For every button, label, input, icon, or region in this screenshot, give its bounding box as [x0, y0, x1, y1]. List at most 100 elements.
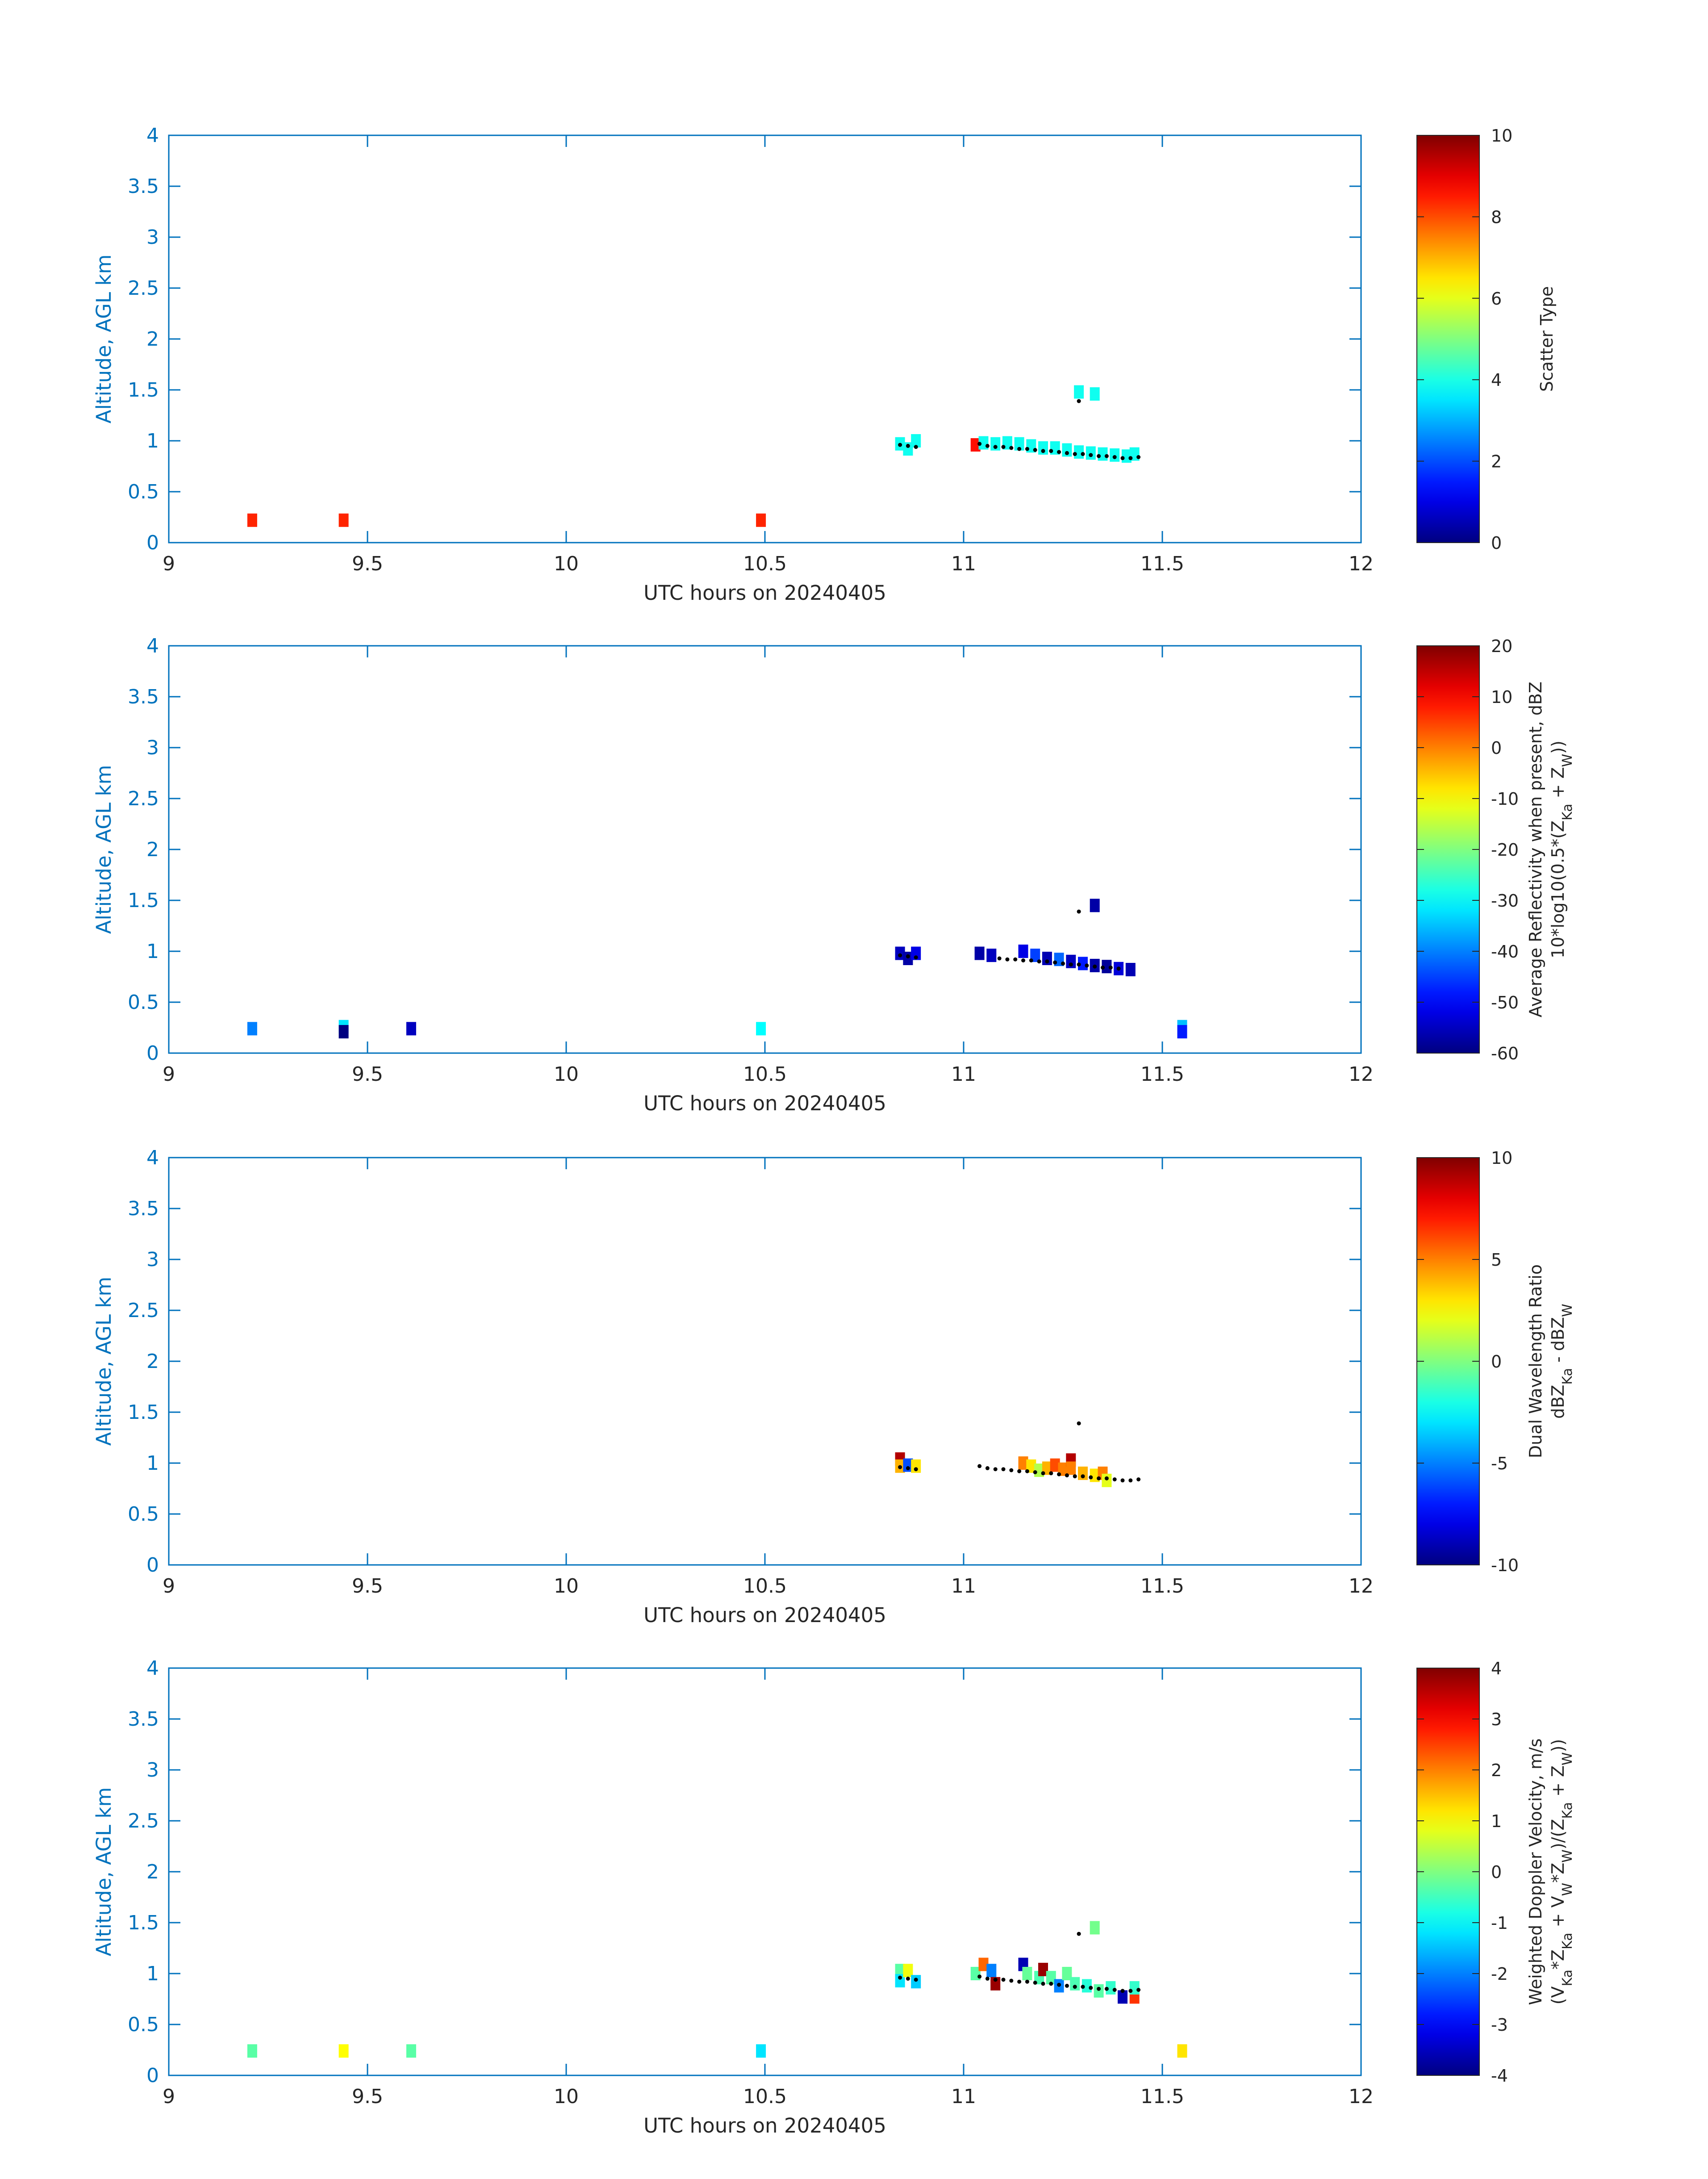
- track-point: [1001, 445, 1006, 449]
- data-cell: [1078, 957, 1088, 970]
- track-point: [1136, 1477, 1141, 1481]
- track-point: [898, 1975, 902, 1980]
- track-point: [1045, 959, 1049, 964]
- track-point: [1025, 1469, 1029, 1473]
- track-point: [1013, 957, 1018, 962]
- track-point: [1065, 451, 1069, 455]
- colorbar-tick-label: 4: [1491, 370, 1502, 390]
- x-tick-label: 12: [1349, 552, 1374, 575]
- data-cell: [1074, 445, 1084, 459]
- track-point: [993, 1978, 998, 1982]
- aircraft-track: [898, 1421, 1141, 1483]
- y-axis-label: Altitude, AGL km: [92, 1787, 116, 1957]
- x-tick-label: 9: [163, 1575, 175, 1598]
- axes-box: [168, 134, 1362, 544]
- colorbar-tick-label: 10: [1491, 1148, 1512, 1168]
- y-tick-label: 3.5: [128, 175, 159, 198]
- track-point: [1089, 1986, 1093, 1990]
- track-point: [977, 1464, 982, 1468]
- colorbar-tick-label: 3: [1491, 1710, 1502, 1729]
- y-tick-label: 4: [146, 1146, 159, 1169]
- track-point: [1057, 1982, 1061, 1987]
- x-tick-label: 12: [1349, 2085, 1374, 2108]
- track-point: [1081, 1985, 1085, 1989]
- y-tick-label: 1: [146, 1452, 159, 1475]
- y-axis-label: Altitude, AGL km: [92, 765, 116, 934]
- y-tick-label: 2.5: [128, 277, 159, 300]
- x-axis-label: UTC hours on 20240405: [643, 2114, 886, 2137]
- track-point: [1104, 454, 1109, 458]
- data-cell: [986, 1964, 997, 1978]
- data-cell: [1026, 1459, 1036, 1473]
- colorbar-tick-label: -10: [1491, 789, 1519, 809]
- colorbar-tick-label: 0: [1491, 533, 1502, 553]
- x-tick-label: 11.5: [1140, 552, 1184, 575]
- data-cell: [338, 2044, 349, 2058]
- y-tick-label: 1: [146, 1962, 159, 1985]
- y-tick-label: 1: [146, 940, 159, 963]
- data-cell: [903, 1964, 913, 1978]
- y-tick-label: 1.5: [128, 1911, 159, 1934]
- track-point: [1085, 963, 1089, 968]
- y-tick-label: 1.5: [128, 379, 159, 402]
- data-cell: [1050, 1458, 1060, 1472]
- track-point: [1097, 454, 1101, 458]
- x-tick-label: 11.5: [1140, 2085, 1184, 2108]
- axes-box: [168, 1667, 1362, 2076]
- track-point: [977, 1974, 982, 1979]
- y-tick-label: 0.5: [128, 991, 159, 1014]
- colorbar-tick-label: 0: [1491, 1862, 1502, 1882]
- data-cell: [990, 1977, 1001, 1991]
- track-point: [1017, 1469, 1022, 1473]
- track-point: [1077, 1932, 1081, 1936]
- track-point: [1073, 1474, 1077, 1479]
- y-tick-label: 2.5: [128, 1299, 159, 1322]
- track-point: [1049, 1471, 1053, 1476]
- track-point: [1037, 959, 1041, 964]
- y-tick-label: 3: [146, 1759, 159, 1782]
- colorbar-gradient: [1416, 135, 1480, 543]
- track-point: [1077, 1421, 1081, 1426]
- x-tick-label: 11: [951, 552, 976, 575]
- colorbar-label: 10*log10(0.5*(ZKa + ZW)): [1548, 740, 1575, 958]
- y-tick-label: 0: [146, 531, 159, 554]
- track-point: [1025, 1979, 1029, 1984]
- colorbar-tick-label: 2: [1491, 452, 1502, 472]
- y-tick-label: 3: [146, 1248, 159, 1271]
- track-point: [997, 956, 1002, 961]
- colorbar-tick-label: 10: [1491, 687, 1512, 707]
- data-cell: [1022, 1967, 1032, 1980]
- x-tick-label: 10.5: [743, 1575, 787, 1598]
- track-point: [1101, 966, 1105, 970]
- track-point: [1136, 455, 1141, 459]
- y-tick-label: 2: [146, 838, 159, 861]
- x-tick-label: 10: [554, 2085, 579, 2108]
- y-tick-label: 2.5: [128, 787, 159, 810]
- track-point: [1029, 958, 1033, 962]
- aircraft-track: [898, 399, 1141, 460]
- track-point: [1120, 1478, 1125, 1483]
- x-tick-label: 9.5: [352, 1575, 383, 1598]
- colorbar-tick-label: 20: [1491, 636, 1512, 656]
- data-cell: [903, 442, 913, 456]
- track-point: [1136, 1988, 1141, 1992]
- track-point: [993, 1467, 998, 1472]
- track-point: [1120, 1989, 1125, 1993]
- y-tick-label: 0: [146, 1554, 159, 1577]
- colorbar-tick-label: -5: [1491, 1454, 1508, 1473]
- data-cell: [1102, 960, 1112, 974]
- colorbar-tick-label: -2: [1491, 1964, 1508, 1984]
- data-cell: [1038, 441, 1048, 455]
- track-point: [906, 954, 910, 958]
- x-tick-label: 10.5: [743, 552, 787, 575]
- track-point: [1001, 1467, 1006, 1472]
- track-point: [1017, 1979, 1022, 1984]
- data-cell: [903, 1458, 913, 1472]
- track-point: [906, 1466, 910, 1470]
- colorbar-tick-label: -30: [1491, 891, 1519, 911]
- data-cell: [911, 946, 921, 960]
- data-cell: [1030, 949, 1040, 962]
- colorbar-label: Dual Wavelength Ratio: [1526, 1264, 1545, 1458]
- y-tick-label: 3.5: [128, 686, 159, 708]
